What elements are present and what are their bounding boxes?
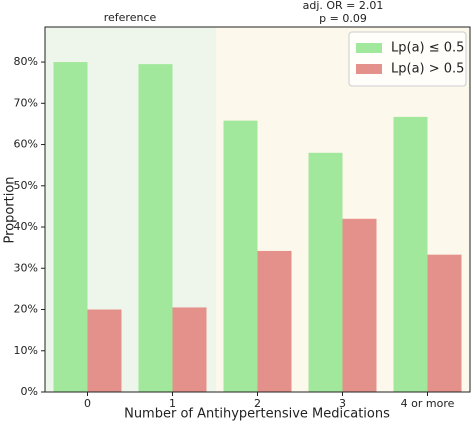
x-tick-label: 0 — [84, 397, 91, 410]
annotation: reference — [104, 11, 157, 24]
bar — [53, 62, 88, 393]
legend-swatch — [356, 43, 382, 53]
y-axis-title: Proportion — [3, 176, 18, 243]
x-tick-label: 2 — [254, 397, 261, 410]
bar — [223, 120, 258, 393]
bar — [172, 307, 207, 392]
x-tick-label: 3 — [339, 397, 346, 410]
bar — [342, 218, 377, 392]
x-tick-label: 1 — [169, 397, 176, 410]
y-tick-label: 10% — [14, 344, 38, 357]
y-tick-label: 80% — [14, 55, 38, 68]
x-axis-title: Number of Antihypertensive Medications — [124, 407, 390, 422]
annotation: p = 0.09 — [319, 12, 367, 25]
plot-frame — [44, 26, 471, 393]
x-tick-label: 4 or more — [401, 397, 455, 410]
bar — [87, 309, 122, 392]
bar — [138, 64, 173, 392]
bar — [427, 254, 462, 392]
bar — [308, 152, 343, 392]
y-tick-label: 20% — [14, 303, 38, 316]
annotation: adj. OR = 2.01 — [303, 0, 384, 12]
legend-label: Lp(a) > 0.5 — [391, 62, 464, 77]
bar — [257, 250, 292, 392]
legend-swatch — [356, 64, 382, 74]
y-tick-label: 70% — [14, 96, 38, 109]
y-tick-label: 0% — [21, 385, 38, 398]
y-tick-label: 40% — [14, 220, 38, 233]
legend-label: Lp(a) ≤ 0.5 — [391, 41, 464, 56]
bar — [393, 116, 428, 392]
y-tick-label: 30% — [14, 261, 38, 274]
y-tick-label: 60% — [14, 138, 38, 151]
y-tick-label: 50% — [14, 179, 38, 192]
